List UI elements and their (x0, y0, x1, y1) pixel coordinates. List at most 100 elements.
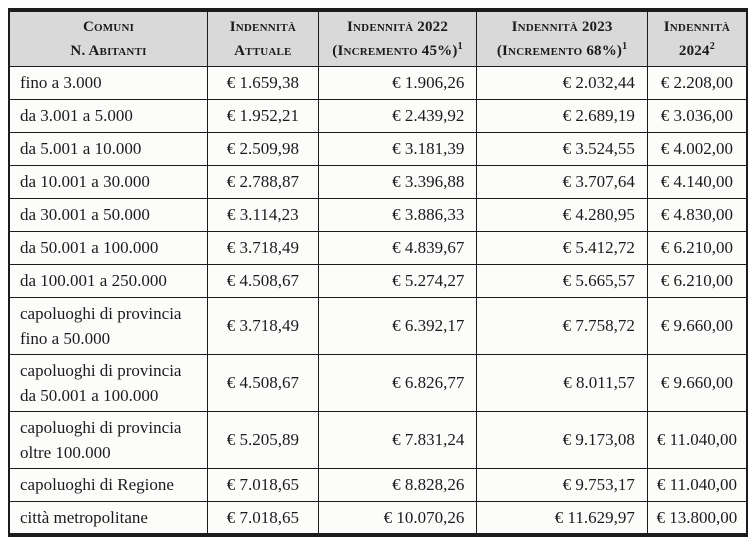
header-line-1: Comuni (82, 19, 135, 35)
amount-cell-ind2023: € 7.758,72 (476, 297, 648, 355)
col-header-indennita-2022: Indennità 2022 (Incremento 45%)1 (317, 9, 478, 67)
comune-label-cell: fino a 3.000 (8, 66, 209, 100)
header-line-2: (Incremento 68%)1 (480, 39, 643, 63)
amount-cell-attuale: € 1.659,38 (207, 66, 319, 100)
amount-cell-ind2024: € 9.660,00 (646, 354, 748, 412)
header-line-2: 20242 (651, 39, 743, 63)
amount-cell-ind2023: € 11.629,97 (476, 501, 648, 535)
amount-cell-attuale: € 4.508,67 (207, 264, 319, 298)
amount-cell-ind2023: € 3.707,64 (476, 165, 648, 199)
amount-cell-attuale: € 5.205,89 (207, 411, 319, 469)
comune-label-cell: città metropolitane (8, 501, 209, 535)
amount-cell-attuale: € 2.509,98 (207, 132, 319, 166)
amount-cell-ind2024: € 6.210,00 (646, 231, 748, 265)
header-line-2-text: (Incremento 68%) (496, 42, 623, 59)
header-line-1: Indennità 2022 (347, 19, 449, 35)
footnote-marker: 1 (457, 40, 463, 52)
header-line-2-text: (Incremento 45%) (332, 42, 458, 59)
header-line-2-text: 2024 (678, 42, 710, 59)
comune-line-1: da 5.001 a 10.000 (20, 139, 142, 159)
table-row: da 30.001 a 50.000 € 3.114,23 € 3.886,33 € … (8, 198, 748, 232)
col-header-indennita-2023: Indennità 2023 (Incremento 68%)1 (476, 9, 648, 67)
comune-label-cell: da 50.001 a 100.000 (8, 231, 209, 265)
table-body: fino a 3.000 € 1.659,38 € 1.906,26 € 2.032,… (8, 66, 748, 535)
comune-line-1: città metropolitane (20, 507, 148, 527)
amount-cell-ind2022: € 3.886,33 (317, 198, 478, 232)
header-line-2: N. Abitanti (13, 39, 204, 63)
amount-cell-ind2023: € 9.173,08 (476, 411, 648, 469)
amount-cell-ind2022: € 5.274,27 (317, 264, 478, 298)
table-row: capoluoghi di provincia oltre 100.000 € 5.… (8, 411, 748, 469)
header-line-2: Attuale (211, 39, 315, 63)
col-header-comuni: Comuni N. Abitanti (8, 9, 209, 67)
amount-cell-ind2022: € 4.839,67 (317, 231, 478, 265)
footnote-marker: 1 (622, 40, 628, 52)
amount-cell-ind2024: € 6.210,00 (646, 264, 748, 298)
comune-line-1: capoluoghi di provincia (20, 360, 182, 380)
col-header-indennita-2024: Indennità 20242 (646, 9, 748, 67)
table-row: fino a 3.000 € 1.659,38 € 1.906,26 € 2.032,… (8, 66, 748, 100)
comune-label-cell: capoluoghi di provincia fino a 50.000 (8, 297, 209, 355)
comune-line-1: da 30.001 a 50.000 (20, 205, 150, 225)
comune-label-cell: da 100.001 a 250.000 (8, 264, 209, 298)
amount-cell-ind2023: € 5.665,57 (476, 264, 648, 298)
amount-cell-ind2022: € 1.906,26 (317, 66, 478, 100)
comune-line-1: da 10.001 a 30.000 (20, 172, 150, 192)
comune-line-1: fino a 3.000 (20, 73, 102, 93)
header-line-2-text: N. Abitanti (70, 42, 147, 59)
amount-cell-ind2022: € 7.831,24 (317, 411, 478, 469)
comune-line-2: da 50.001 a 100.000 (20, 386, 159, 405)
table-row: città metropolitane € 7.018,65 € 10.070,26… (8, 501, 748, 535)
header-line-1: Indennità (229, 19, 297, 35)
amount-cell-attuale: € 4.508,67 (207, 354, 319, 412)
table-row: da 5.001 a 10.000 € 2.509,98 € 3.181,39 € 3… (8, 132, 748, 166)
amount-cell-ind2023: € 2.689,19 (476, 99, 648, 133)
header-line-2-text: Attuale (234, 42, 292, 59)
amount-cell-attuale: € 3.718,49 (207, 231, 319, 265)
amount-cell-attuale: € 1.952,21 (207, 99, 319, 133)
comune-line-1: da 3.001 a 5.000 (20, 106, 133, 126)
amount-cell-ind2024: € 9.660,00 (646, 297, 748, 355)
amount-cell-attuale: € 3.114,23 (207, 198, 319, 232)
comune-line-2: fino a 50.000 (20, 329, 111, 348)
amount-cell-ind2022: € 8.828,26 (317, 468, 478, 502)
header-row: Comuni N. Abitanti Indennità Attuale Ind… (8, 9, 748, 67)
comune-label-cell: da 10.001 a 30.000 (8, 165, 209, 199)
amount-cell-ind2023: € 2.032,44 (476, 66, 648, 100)
amount-cell-ind2023: € 5.412,72 (476, 231, 648, 265)
comune-line-1: capoluoghi di provincia (20, 303, 182, 323)
amount-cell-ind2023: € 4.280,95 (476, 198, 648, 232)
table-row: capoluoghi di provincia da 50.001 a 100.0… (8, 354, 748, 412)
amount-cell-attuale: € 7.018,65 (207, 501, 319, 535)
amount-cell-ind2024: € 4.140,00 (646, 165, 748, 199)
amount-cell-ind2024: € 2.208,00 (646, 66, 748, 100)
amount-cell-ind2024: € 3.036,00 (646, 99, 748, 133)
amount-cell-ind2022: € 3.181,39 (317, 132, 478, 166)
comune-line-1: da 50.001 a 100.000 (20, 238, 159, 258)
header-line-1: Indennità (663, 19, 731, 35)
comune-label-cell: da 30.001 a 50.000 (8, 198, 209, 232)
header-line-1: Indennità 2023 (511, 19, 613, 35)
indennita-table: Comuni N. Abitanti Indennità Attuale Ind… (8, 8, 748, 537)
comune-label-cell: capoluoghi di Regione (8, 468, 209, 502)
table-row: da 100.001 a 250.000 € 4.508,67 € 5.274,27… (8, 264, 748, 298)
comune-line-1: capoluoghi di Regione (20, 475, 174, 495)
amount-cell-ind2022: € 6.826,77 (317, 354, 478, 412)
amount-cell-ind2023: € 9.753,17 (476, 468, 648, 502)
comune-label-cell: da 5.001 a 10.000 (8, 132, 209, 166)
table-row: da 50.001 a 100.000 € 3.718,49 € 4.839,67 €… (8, 231, 748, 265)
comune-line-1: capoluoghi di provincia (20, 417, 182, 437)
header-line-2: (Incremento 45%)1 (322, 39, 474, 63)
table-row: capoluoghi di Regione € 7.018,65 € 8.828,2… (8, 468, 748, 502)
table-header: Comuni N. Abitanti Indennità Attuale Ind… (8, 9, 748, 67)
amount-cell-attuale: € 3.718,49 (207, 297, 319, 355)
amount-cell-ind2024: € 4.830,00 (646, 198, 748, 232)
amount-cell-ind2024: € 4.002,00 (646, 132, 748, 166)
amount-cell-ind2022: € 10.070,26 (317, 501, 478, 535)
col-header-indennita-attuale: Indennità Attuale (207, 9, 319, 67)
comune-label-cell: capoluoghi di provincia oltre 100.000 (8, 411, 209, 469)
table-row: da 3.001 a 5.000 € 1.952,21 € 2.439,92 € 2.… (8, 99, 748, 133)
footnote-marker: 2 (709, 40, 715, 52)
amount-cell-ind2022: € 2.439,92 (317, 99, 478, 133)
